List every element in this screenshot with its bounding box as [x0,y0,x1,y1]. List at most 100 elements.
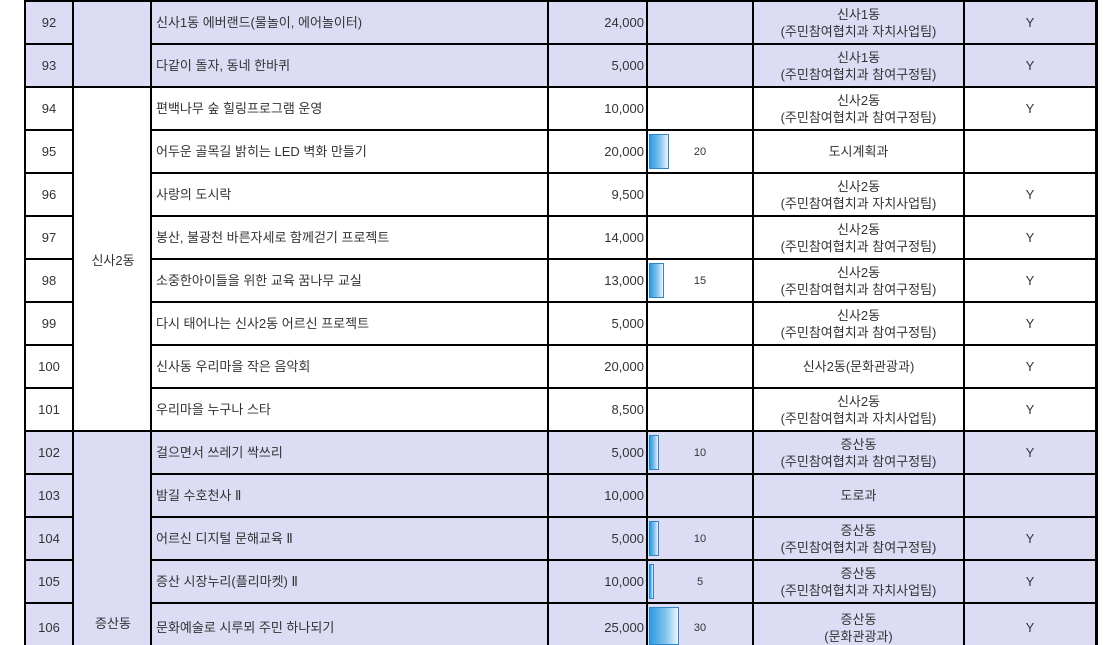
project-cell[interactable]: 소중한아이들을 위한 교육 꿈나무 교실 [152,260,549,303]
department-cell[interactable]: 신사1동 (주민참여협치과 참여구정팀) [754,45,965,88]
flag-cell[interactable]: Y [965,174,1095,217]
databar-cell[interactable] [648,303,754,346]
dong-cell[interactable] [74,518,152,561]
project-cell[interactable]: 문화예술로 시루뫼 주민 하나되기 [152,604,549,645]
department-cell[interactable]: 신사2동 (주민참여협치과 자치사업팀) [754,174,965,217]
row-number-cell[interactable]: 101 [26,389,74,432]
databar-cell[interactable]: 10 [648,432,754,475]
project-cell[interactable]: 증산 시장누리(플리마켓) Ⅱ [152,561,549,604]
dong-cell[interactable] [74,217,152,260]
project-cell[interactable]: 사랑의 도시락 [152,174,549,217]
department-cell[interactable]: 증산동 (주민참여협치과 참여구정팀) [754,432,965,475]
department-cell[interactable]: 도시계획과 [754,131,965,174]
row-number-cell[interactable]: 97 [26,217,74,260]
databar-cell[interactable] [648,174,754,217]
row-number-cell[interactable]: 102 [26,432,74,475]
flag-cell[interactable]: Y [965,88,1095,131]
project-cell[interactable]: 어르신 디지털 문해교육 Ⅱ [152,518,549,561]
flag-cell[interactable] [965,131,1095,174]
dong-cell[interactable] [74,303,152,346]
department-cell[interactable]: 신사2동 (주민참여협치과 참여구정팀) [754,303,965,346]
dong-cell[interactable] [74,174,152,217]
budget-cell[interactable]: 5,000 [549,303,648,346]
project-cell[interactable]: 다같이 돌자, 동네 한바퀴 [152,45,549,88]
budget-cell[interactable]: 5,000 [549,432,648,475]
project-cell[interactable]: 밤길 수호천사 Ⅱ [152,475,549,518]
row-number-cell[interactable]: 96 [26,174,74,217]
flag-cell[interactable]: Y [965,303,1095,346]
row-number-cell[interactable]: 92 [26,2,74,45]
flag-cell[interactable]: Y [965,217,1095,260]
project-cell[interactable]: 우리마을 누구나 스타 [152,389,549,432]
flag-cell[interactable]: Y [965,45,1095,88]
row-number-cell[interactable]: 106 [26,604,74,645]
row-number-cell[interactable]: 103 [26,475,74,518]
project-cell[interactable]: 다시 태어나는 신사2동 어르신 프로젝트 [152,303,549,346]
project-cell[interactable]: 걸으면서 쓰레기 싹쓰리 [152,432,549,475]
project-cell[interactable]: 봉산, 불광천 바른자세로 함께걷기 프로젝트 [152,217,549,260]
department-cell[interactable]: 도로과 [754,475,965,518]
budget-cell[interactable]: 20,000 [549,346,648,389]
dong-cell[interactable] [74,346,152,389]
dong-cell[interactable] [74,45,152,88]
row-number-cell[interactable]: 99 [26,303,74,346]
budget-cell[interactable]: 10,000 [549,561,648,604]
department-cell[interactable]: 신사2동(문화관광과) [754,346,965,389]
department-cell[interactable]: 신사2동 (주민참여협치과 참여구정팀) [754,88,965,131]
project-cell[interactable]: 신사동 우리마을 작은 음악회 [152,346,549,389]
databar-cell[interactable] [648,217,754,260]
dong-cell[interactable] [74,432,152,475]
databar-cell[interactable] [648,2,754,45]
budget-cell[interactable]: 10,000 [549,475,648,518]
department-cell[interactable]: 신사2동 (주민참여협치과 참여구정팀) [754,260,965,303]
budget-cell[interactable]: 24,000 [549,2,648,45]
budget-cell[interactable]: 10,000 [549,88,648,131]
dong-cell[interactable] [74,131,152,174]
department-cell[interactable]: 신사1동 (주민참여협치과 자치사업팀) [754,2,965,45]
flag-cell[interactable]: Y [965,518,1095,561]
dong-cell[interactable] [74,389,152,432]
project-cell[interactable]: 어두운 골목길 밝히는 LED 벽화 만들기 [152,131,549,174]
dong-cell[interactable] [74,260,152,303]
dong-cell[interactable] [74,2,152,45]
project-cell[interactable]: 신사1동 에버랜드(물놀이, 에어놀이터) [152,2,549,45]
databar-cell[interactable] [648,88,754,131]
dong-cell[interactable] [74,604,152,645]
budget-cell[interactable]: 8,500 [549,389,648,432]
dong-cell[interactable] [74,561,152,604]
row-number-cell[interactable]: 98 [26,260,74,303]
department-cell[interactable]: 증산동 (주민참여협치과 자치사업팀) [754,561,965,604]
row-number-cell[interactable]: 104 [26,518,74,561]
databar-cell[interactable]: 30 [648,604,754,645]
databar-cell[interactable] [648,346,754,389]
budget-cell[interactable]: 13,000 [549,260,648,303]
databar-cell[interactable] [648,389,754,432]
row-number-cell[interactable]: 94 [26,88,74,131]
flag-cell[interactable]: Y [965,389,1095,432]
flag-cell[interactable]: Y [965,432,1095,475]
budget-cell[interactable]: 14,000 [549,217,648,260]
department-cell[interactable]: 신사2동 (주민참여협치과 참여구정팀) [754,217,965,260]
flag-cell[interactable]: Y [965,2,1095,45]
flag-cell[interactable]: Y [965,604,1095,645]
databar-cell[interactable] [648,45,754,88]
flag-cell[interactable]: Y [965,561,1095,604]
databar-cell[interactable] [648,475,754,518]
flag-cell[interactable] [965,475,1095,518]
databar-cell[interactable]: 5 [648,561,754,604]
row-number-cell[interactable]: 93 [26,45,74,88]
databar-cell[interactable]: 20 [648,131,754,174]
department-cell[interactable]: 증산동 (문화관광과) [754,604,965,645]
budget-cell[interactable]: 5,000 [549,45,648,88]
flag-cell[interactable]: Y [965,346,1095,389]
budget-cell[interactable]: 9,500 [549,174,648,217]
budget-cell[interactable]: 20,000 [549,131,648,174]
dong-cell[interactable] [74,88,152,131]
row-number-cell[interactable]: 95 [26,131,74,174]
row-number-cell[interactable]: 105 [26,561,74,604]
project-cell[interactable]: 편백나무 숲 힐링프로그램 운영 [152,88,549,131]
dong-cell[interactable] [74,475,152,518]
budget-cell[interactable]: 25,000 [549,604,648,645]
budget-cell[interactable]: 5,000 [549,518,648,561]
department-cell[interactable]: 신사2동 (주민참여협치과 자치사업팀) [754,389,965,432]
